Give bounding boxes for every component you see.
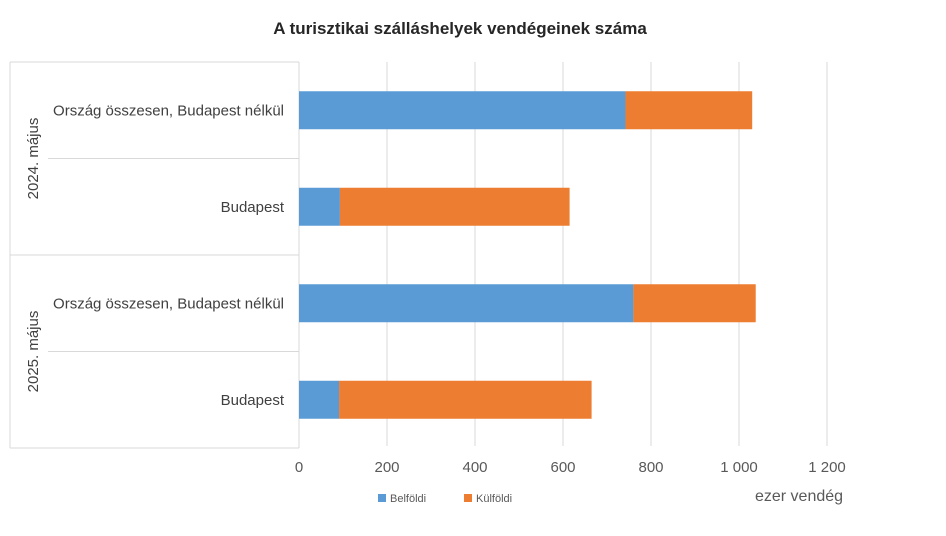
category-labels: 2024. május Ország összesen, Budapest nél… [25,102,285,409]
legend-swatch-belföldi [378,494,386,502]
x-tick-label: 1 200 [808,459,846,476]
legend-label: Belföldi [390,493,426,505]
legend-label: Külföldi [476,493,512,505]
bar-külföldi [625,91,753,130]
chart-title: A turisztikai szálláshelyek vendégeinek … [273,19,647,38]
x-tick-label: 800 [638,459,663,476]
bar-belföldi [299,187,340,226]
x-tick-label: 400 [462,459,487,476]
x-tick-label: 200 [374,459,399,476]
x-tick-label: 600 [550,459,575,476]
category-axis-frame [9,61,300,449]
category-label: Budapest [221,392,285,409]
bar-külföldi [633,284,756,323]
bar-külföldi [339,380,592,419]
x-axis-title: ezer vendég [755,488,843,505]
bar-belföldi [299,91,626,130]
legend-swatch-külföldi [464,494,472,502]
legend: Belföldi Külföldi [378,493,512,505]
x-tick-label: 1 000 [720,459,758,476]
x-tick-label: 0 [295,459,303,476]
group-label: 2025. május [25,311,42,393]
bar-belföldi [299,380,340,419]
bar-külföldi [339,187,570,226]
bar-belföldi [299,284,634,323]
category-label: Ország összesen, Budapest nélkül [53,102,284,119]
group-label: 2024. május [25,118,42,200]
category-label: Ország összesen, Budapest nélkül [53,295,284,312]
category-label: Budapest [221,199,285,216]
x-tick-labels: 0 200 400 600 800 1 000 1 200 [295,459,846,476]
bars [299,91,756,419]
